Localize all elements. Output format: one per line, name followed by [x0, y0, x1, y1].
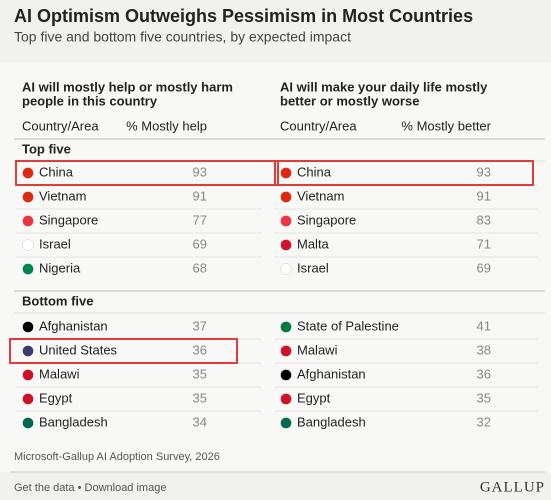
country-name: United States: [39, 342, 118, 357]
flag-icon: [280, 191, 292, 203]
percent-value: 91: [193, 188, 207, 203]
country-name: Bangladesh: [297, 414, 366, 429]
column-header: % Mostly better: [401, 118, 491, 133]
flag-icon: [22, 215, 34, 227]
country-name: Israel: [297, 260, 329, 275]
panel-heading: AI will make your daily life mostly: [280, 79, 488, 94]
country-name: China: [297, 164, 332, 179]
flag-icon: [22, 369, 34, 381]
country-name: Malta: [297, 236, 330, 251]
flag-icon: [280, 345, 292, 357]
percent-value: 69: [193, 236, 207, 251]
country-name: Nigeria: [39, 260, 81, 275]
section-label: Top five: [22, 141, 71, 156]
country-name: Vietnam: [39, 188, 86, 203]
percent-value: 34: [193, 414, 207, 429]
flag-icon: [22, 321, 34, 333]
percent-value: 41: [477, 318, 491, 333]
flag-icon: [22, 167, 34, 179]
percent-value: 35: [477, 390, 491, 405]
country-name: Egypt: [297, 390, 331, 405]
percent-value: 77: [193, 212, 207, 227]
percent-value: 32: [477, 414, 491, 429]
highlight-box: [9, 338, 238, 364]
percent-value: 93: [193, 164, 207, 179]
panel-heading: AI will mostly help or mostly harm: [22, 79, 233, 94]
percent-value: 69: [477, 260, 491, 275]
flag-icon: [22, 417, 34, 429]
country-name: Bangladesh: [39, 414, 108, 429]
country-name: China: [39, 164, 74, 179]
column-header: Country/Area: [22, 118, 99, 133]
section-label: Bottom five: [22, 293, 94, 308]
highlight-box: [15, 160, 279, 186]
percent-value: 71: [477, 236, 491, 251]
country-name: State of Palestine: [297, 318, 399, 333]
country-name: Afghanistan: [39, 318, 108, 333]
percent-value: 38: [477, 342, 491, 357]
percent-value: 83: [477, 212, 491, 227]
flag-icon: [22, 393, 34, 405]
flag-icon: [280, 215, 292, 227]
footer-links[interactable]: Get the data • Download image: [14, 482, 166, 494]
flag-icon: [280, 417, 292, 429]
panel-heading: better or mostly worse: [280, 93, 419, 108]
country-name: Afghanistan: [297, 366, 366, 381]
column-header: Country/Area: [280, 118, 357, 133]
flag-icon: [280, 167, 292, 179]
flag-icon: [280, 239, 292, 251]
subtitle: Top five and bottom five countries, by e…: [14, 29, 351, 45]
flag-icon: [22, 239, 34, 251]
percent-value: 68: [193, 260, 207, 275]
country-name: Egypt: [39, 390, 73, 405]
panel-heading: people in this country: [22, 93, 158, 108]
flag-icon: [280, 263, 292, 275]
flag-icon: [280, 321, 292, 333]
table-area: [0, 62, 551, 472]
highlight-box: [274, 160, 534, 186]
flag-icon: [280, 369, 292, 381]
flag-icon: [22, 263, 34, 275]
percent-value: 35: [193, 390, 207, 405]
country-name: Malawi: [297, 342, 338, 357]
percent-value: 35: [193, 366, 207, 381]
country-name: Singapore: [39, 212, 98, 227]
percent-value: 36: [193, 342, 207, 357]
percent-value: 36: [477, 366, 491, 381]
source: Microsoft-Gallup AI Adoption Survey, 202…: [14, 451, 220, 463]
brand: GALLUP: [480, 479, 545, 495]
country-name: Vietnam: [297, 188, 344, 203]
column-header: % Mostly help: [126, 118, 207, 133]
percent-value: 37: [193, 318, 207, 333]
flag-icon: [22, 345, 34, 357]
country-name: Malawi: [39, 366, 80, 381]
flag-icon: [22, 191, 34, 203]
flag-icon: [280, 393, 292, 405]
country-name: Israel: [39, 236, 71, 251]
title: AI Optimism Outweighs Pessimism in Most …: [14, 6, 473, 26]
percent-value: 93: [477, 164, 491, 179]
country-name: Singapore: [297, 212, 356, 227]
percent-value: 91: [477, 188, 491, 203]
